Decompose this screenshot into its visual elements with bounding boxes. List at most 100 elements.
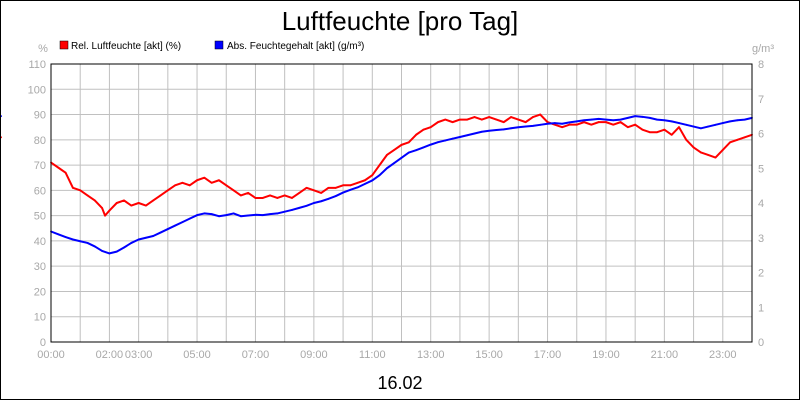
data-point [174,184,177,187]
data-point [283,194,286,197]
data-point [261,214,264,217]
data-point [634,115,637,118]
data-point [239,194,242,197]
y-left-tick-label: 10 [34,312,46,324]
data-point [254,213,257,216]
data-point [349,184,352,187]
data-point [641,128,644,131]
data-point [276,212,279,215]
data-point [166,228,169,230]
data-point [699,151,702,154]
data-point [451,137,454,140]
data-point [312,189,315,192]
data-point [93,199,96,202]
y-left-tick-label: 110 [28,59,46,71]
data-point [444,139,447,142]
data-point [437,121,439,124]
data-point [466,134,469,137]
data-point [86,242,89,244]
x-tick-label: 11:00 [359,349,386,361]
data-point [510,127,512,130]
data-point [269,213,271,216]
data-point [663,128,666,131]
data-point [561,122,564,125]
data-point [480,118,483,121]
data-point [269,194,271,197]
chart-title: Luftfeuchte [pro Tag] [282,6,519,36]
data-point [305,204,308,207]
y-left-tick-label: 60 [34,185,46,197]
data-point [459,136,461,138]
y-right-tick-label: 8 [758,59,764,71]
data-point [166,189,169,192]
x-tick-label: 23:00 [709,349,737,361]
legend-label-abs-humidity: Abs. Feuchtegehalt [akt] (g/m³) [227,41,364,52]
y-right-unit: g/m³ [752,43,774,55]
data-point [656,131,658,134]
data-point [597,118,600,120]
data-point [334,186,337,189]
series-1 [1,115,753,255]
data-point [422,146,425,149]
data-point [678,122,680,124]
legend: Rel. Luftfeuchte [akt] (%) Abs. Feuchteg… [59,40,364,52]
data-point [583,121,585,124]
data-point [626,116,629,119]
data-point [225,184,228,187]
data-point [218,179,220,182]
data-point [72,238,74,241]
data-point [721,122,724,124]
data-point [181,221,184,224]
legend-swatch-rel-humidity [59,40,69,50]
data-point [291,209,293,211]
y-right-tick-label: 7 [758,94,764,106]
data-point [101,207,104,209]
y-left-axis-ticks: 0 10 20 30 40 50 60 70 80 90 100 110 [28,59,46,349]
data-point [670,133,673,136]
data-point [342,191,344,194]
data-point [291,197,293,199]
y-right-tick-label: 5 [758,163,764,175]
data-point [648,116,651,119]
data-point [356,186,359,189]
y-right-tick-label: 2 [758,268,764,280]
data-point [495,129,498,131]
data-point [736,138,739,141]
data-point [575,120,578,123]
y-left-unit: % [38,43,48,55]
y-left-tick-label: 100 [28,84,46,96]
data-point [79,189,82,192]
data-point [276,197,279,199]
data-point [532,124,534,127]
x-tick-label: 02:00 [96,349,124,361]
x-tick-label: 15:00 [475,349,503,361]
data-point [196,179,198,182]
data-point [239,215,242,218]
data-point [305,186,308,189]
data-point [108,209,111,212]
data-point [93,245,96,248]
y-left-tick-label: 90 [34,110,46,122]
data-point [123,246,125,249]
data-point [743,118,746,121]
x-tick-label: 19:00 [592,349,620,361]
data-point [364,182,366,185]
y-left-tick-label: 50 [34,211,46,223]
data-point [159,194,162,197]
data-point [108,252,111,255]
data-point [692,146,695,149]
data-point [685,123,688,126]
data-point [356,181,359,184]
x-tick-label: 07:00 [242,349,270,361]
y-left-tick-label: 80 [34,135,46,147]
data-point [707,125,710,128]
data-point [437,141,439,144]
data-point [466,118,469,121]
data-point [225,214,228,217]
x-tick-label: 09:00 [300,349,328,361]
data-point [298,206,301,209]
y-right-tick-label: 1 [758,302,764,314]
data-point [364,179,366,182]
data-point [400,143,403,146]
